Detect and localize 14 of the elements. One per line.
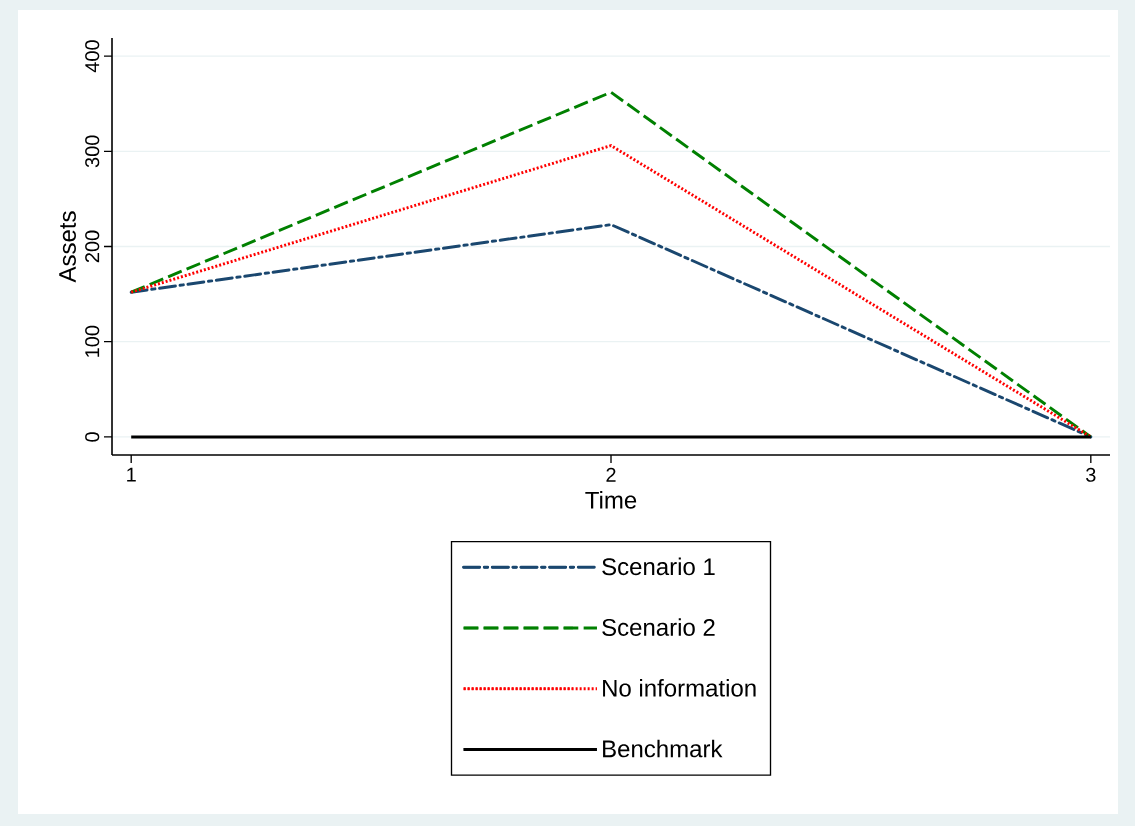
- legend-label: Benchmark: [603, 739, 723, 758]
- y-tick-label: 300: [85, 135, 100, 168]
- y-tick-label: 100: [85, 325, 100, 357]
- x-tick-label: 3: [1086, 467, 1096, 482]
- y-tick-label: 400: [85, 40, 100, 73]
- y-tick-label: 200: [85, 230, 100, 263]
- y-tick-label: 0: [85, 432, 100, 442]
- legend-label: Scenario 1: [602, 557, 715, 576]
- legend-label: No information: [603, 679, 756, 697]
- x-tick-label: 2: [606, 467, 616, 482]
- x-axis-title: Time: [585, 491, 637, 509]
- y-axis-title: Assets: [59, 211, 76, 283]
- x-tick-label: 1: [127, 467, 136, 482]
- legend-label: Scenario 2: [602, 618, 715, 636]
